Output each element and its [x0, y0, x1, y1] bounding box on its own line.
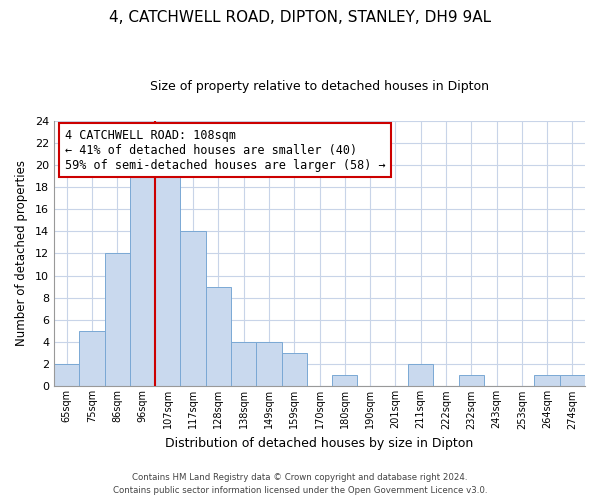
Bar [281, 353, 307, 386]
Bar [104, 254, 130, 386]
Bar [535, 376, 560, 386]
Text: Contains HM Land Registry data © Crown copyright and database right 2024.
Contai: Contains HM Land Registry data © Crown c… [113, 474, 487, 495]
Bar [54, 364, 79, 386]
Text: 4 CATCHWELL ROAD: 108sqm
← 41% of detached houses are smaller (40)
59% of semi-d: 4 CATCHWELL ROAD: 108sqm ← 41% of detach… [65, 128, 385, 172]
Y-axis label: Number of detached properties: Number of detached properties [15, 160, 28, 346]
Bar [560, 376, 585, 386]
Text: 4, CATCHWELL ROAD, DIPTON, STANLEY, DH9 9AL: 4, CATCHWELL ROAD, DIPTON, STANLEY, DH9 … [109, 10, 491, 25]
Bar [231, 342, 256, 386]
X-axis label: Distribution of detached houses by size in Dipton: Distribution of detached houses by size … [166, 437, 473, 450]
Bar [130, 165, 155, 386]
Bar [155, 176, 181, 386]
Bar [256, 342, 281, 386]
Bar [79, 331, 104, 386]
Bar [408, 364, 433, 386]
Bar [181, 232, 206, 386]
Title: Size of property relative to detached houses in Dipton: Size of property relative to detached ho… [150, 80, 489, 93]
Bar [458, 376, 484, 386]
Bar [206, 286, 231, 386]
Bar [332, 376, 358, 386]
